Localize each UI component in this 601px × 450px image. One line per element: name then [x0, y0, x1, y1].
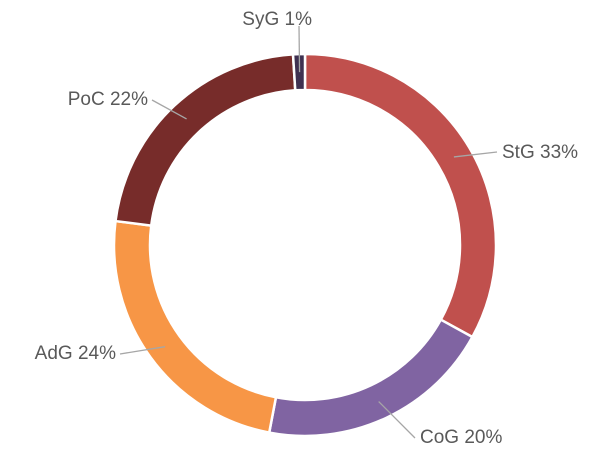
- leader-line: [298, 25, 301, 73]
- data-label: SyG 1%: [242, 9, 312, 30]
- donut-segment: [303, 52, 498, 339]
- data-label: PoC 22%: [68, 89, 148, 110]
- data-label: AdG 24%: [35, 343, 116, 364]
- leader-line: [453, 151, 498, 158]
- donut-segment: [114, 53, 297, 227]
- data-label: StG 33%: [502, 142, 578, 163]
- leader-line: [378, 401, 416, 439]
- leader-line: [151, 99, 187, 120]
- donut-segment: [112, 219, 278, 435]
- donut-segment: [267, 317, 475, 438]
- data-label: CoG 20%: [420, 427, 502, 448]
- leader-line: [119, 346, 166, 355]
- donut-segment: [291, 52, 307, 92]
